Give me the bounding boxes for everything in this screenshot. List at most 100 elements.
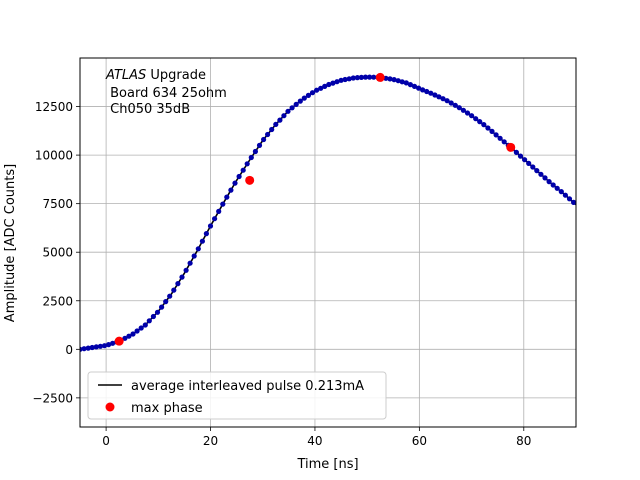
pulse-sample-point [346, 76, 352, 82]
pulse-sample-point [493, 132, 499, 138]
pulse-sample-point [142, 322, 148, 328]
pulse-sample-point [571, 199, 576, 205]
pulse-sample-point [244, 161, 250, 167]
legend-label-max-phase: max phase [131, 401, 203, 416]
pulse-sample-point [534, 168, 540, 174]
plot-area [80, 72, 576, 352]
pulse-sample-point [469, 113, 475, 119]
y-axis-ticks: −2500 0 2500 5000 7500 10000 12500 [32, 100, 80, 405]
pulse-sample-point [252, 148, 258, 155]
max-phase-point [245, 175, 255, 185]
pulse-sample-point [281, 113, 287, 119]
pulse-sample-point [228, 187, 234, 193]
pulse-sample-point [89, 344, 95, 351]
pulse-sample-point [101, 343, 108, 349]
pulse-sample-point [269, 126, 275, 133]
annotation-line-2: Board 634 25ohm [106, 86, 227, 101]
axes-frame [79, 57, 577, 428]
annotation-line-3: Ch050 35dB [106, 102, 190, 117]
pulse-sample-point [562, 192, 569, 198]
pulse-sample-point [134, 328, 140, 334]
pulse-sample-point [460, 107, 466, 113]
annotation-italic: ATLAS [105, 68, 146, 83]
pulse-sample-point [216, 208, 222, 214]
pulse-sample-point [248, 154, 254, 161]
pulse-sample-point [318, 85, 324, 91]
pulse-sample-point [159, 304, 165, 310]
legend-label-pulse: average interleaved pulse 0.213mA [131, 379, 364, 394]
pulse-sample-point [416, 85, 422, 91]
pulse-sample-point [305, 92, 311, 98]
pulse-sample-point [93, 344, 99, 350]
pulse-sample-point [566, 196, 573, 202]
y-axis-label: Amplitude [ADC Counts] [3, 164, 18, 322]
pulse-sample-point [452, 102, 458, 108]
pulse-sample-point [297, 98, 303, 104]
pulse-sample-point [277, 117, 283, 123]
pulse-sample-point [150, 313, 156, 320]
pulse-sample-point [236, 173, 242, 180]
pulse-sample-point [146, 318, 152, 324]
pulse-sample-point [477, 119, 483, 125]
pulse-sample-point [440, 96, 446, 102]
pulse-sample-point [522, 157, 528, 163]
pulse-sample-point [456, 105, 462, 111]
pulse-sample-point [330, 80, 336, 86]
pulse-sample-point [322, 83, 328, 89]
pulse-sample-point [167, 293, 173, 299]
pulse-sample-point [387, 76, 393, 82]
pulse-sample-point [240, 167, 246, 173]
pulse-sample-point [464, 110, 471, 116]
x-tick-label: 0 [102, 434, 110, 448]
legend-box [87, 371, 387, 420]
pulse-sample-point [338, 77, 344, 83]
pulse-sample-point [391, 77, 397, 83]
pulse-sample-point [154, 309, 161, 315]
pulse-sample-point [358, 74, 364, 80]
x-tick-label: 40 [307, 434, 322, 448]
y-tick-label: 7500 [42, 197, 73, 211]
y-tick-label: 10000 [35, 149, 73, 163]
pulse-sample-point [444, 98, 450, 104]
x-tick-label: 80 [516, 434, 531, 448]
pulse-line [80, 76, 576, 351]
x-axis-label: Time [ns] [296, 457, 358, 472]
pulse-sample-point [485, 125, 491, 131]
pulse-sample-point [191, 253, 197, 259]
pulse-sample-point [530, 164, 536, 170]
pulse-sample-point [220, 201, 226, 207]
pulse-sample-point [293, 101, 299, 107]
x-axis-ticks: 0 20 40 60 80 [102, 427, 531, 448]
pulse-sample-point [399, 79, 405, 85]
legend-marker-max-phase [105, 402, 115, 412]
pulse-sample-point [424, 88, 430, 95]
y-tick-label: −2500 [32, 391, 73, 405]
pulse-sample-point [289, 105, 295, 111]
pulse-sample-point [261, 136, 267, 143]
y-tick-label: 0 [65, 343, 73, 357]
legend: average interleaved pulse 0.213mA max ph… [87, 371, 387, 420]
pulse-sample-point [538, 171, 544, 177]
pulse-sample-point [411, 83, 418, 89]
pulse-sample-point [448, 100, 454, 106]
pulse-sample-point [432, 92, 438, 98]
pulse-sample-point [183, 267, 189, 273]
pulse-sample-point [285, 108, 291, 114]
pulse-sample-point [179, 274, 185, 280]
pulse-sample-point [110, 340, 116, 346]
pulse-sample-point [212, 216, 218, 222]
pulse-sample-point [395, 78, 401, 84]
pulse-sample-point [403, 80, 409, 86]
max-phase-point [375, 72, 385, 82]
pulse-sample-point [334, 79, 340, 85]
pulse-sample-point [85, 345, 91, 351]
pulse-sample-point [367, 74, 373, 80]
pulse-sample-point [436, 94, 442, 100]
pulse-sample-point [122, 335, 128, 341]
pulse-sample-point [207, 223, 214, 229]
pulse-sample-point [232, 180, 238, 186]
annotation-line-1: ATLAS Upgrade [105, 68, 206, 83]
pulse-sample-point [326, 81, 332, 88]
pulse-sample-point [187, 260, 193, 266]
